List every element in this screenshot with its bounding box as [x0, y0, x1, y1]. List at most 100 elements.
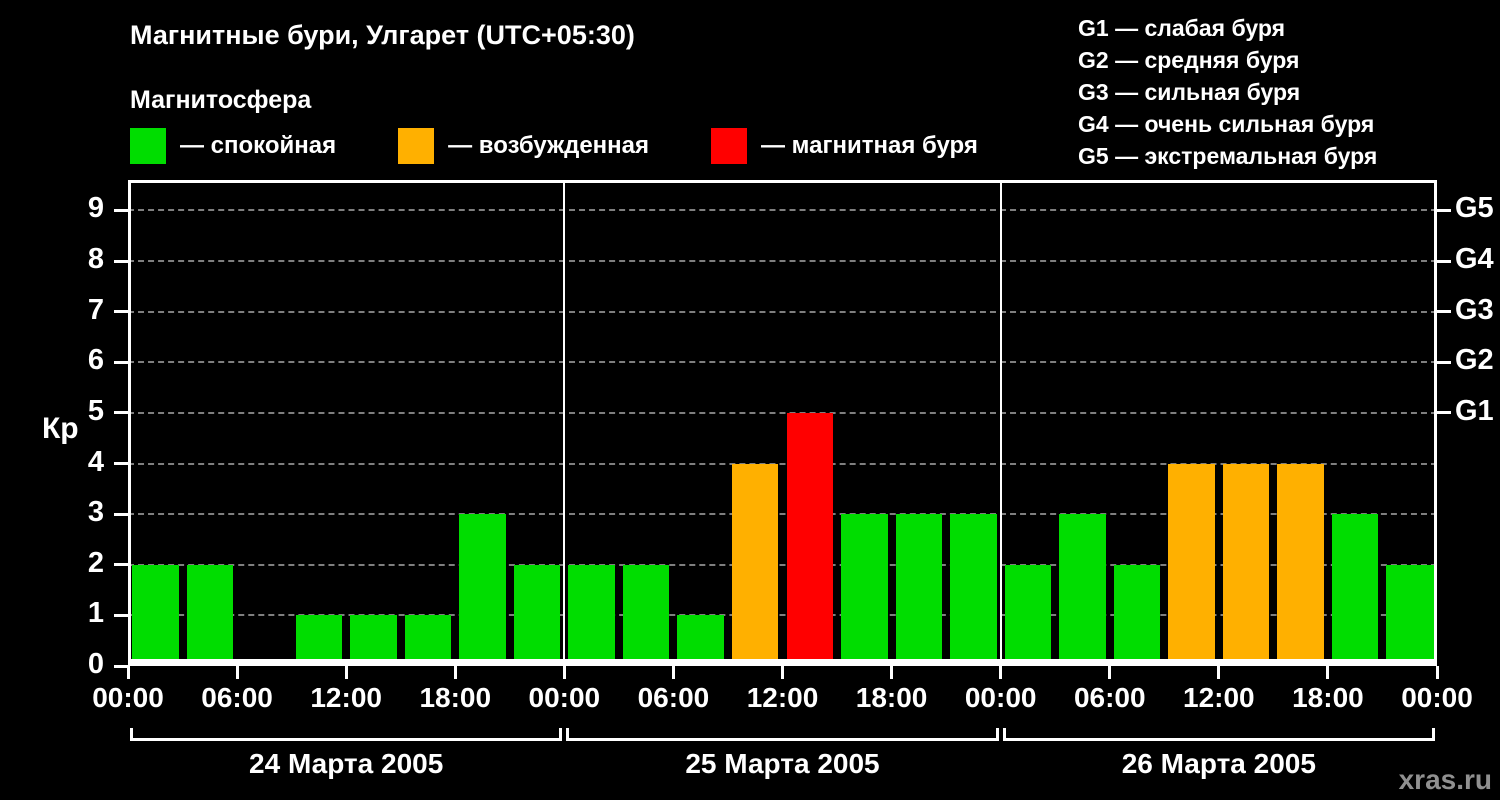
y-axis-tick-label: 6 — [87, 344, 104, 377]
storm-swatch-icon — [711, 128, 748, 164]
right-axis-label: G3 — [1455, 293, 1494, 326]
magnetosphere-label: Магнитосфера — [130, 86, 312, 114]
g-scale-legend: G1 — слабая буря G2 — средняя буря G3 — си… — [1078, 12, 1377, 172]
x-axis-tick-label: 00:00 — [528, 682, 601, 713]
kp-bar — [1331, 514, 1379, 666]
quiet-swatch-icon — [130, 128, 166, 164]
g-scale-line: G3 — сильная буря — [1078, 79, 1301, 105]
kp-bar — [513, 564, 561, 666]
kp-bar — [1277, 463, 1324, 666]
kp-bar — [404, 615, 452, 666]
kp-bar — [841, 514, 888, 666]
y-axis-tick — [114, 512, 128, 516]
g-scale-line: G4 — очень сильная буря — [1078, 111, 1375, 137]
g-scale-line: G2 — средняя буря — [1078, 47, 1300, 73]
kp-bar — [1004, 564, 1052, 666]
x-axis-tick — [890, 666, 894, 679]
kp-bar — [568, 564, 615, 666]
x-axis-tick-label: 18:00 — [419, 682, 492, 713]
x-axis-tick-label: 00:00 — [92, 682, 164, 713]
y-axis-tick — [114, 360, 128, 364]
kp-bar — [677, 615, 724, 666]
kp-bar — [350, 615, 397, 666]
legend-label: — магнитная буря — [761, 132, 978, 159]
y-axis-tick — [114, 613, 128, 617]
x-axis-tick — [235, 666, 239, 679]
y-axis-tick — [114, 310, 128, 314]
x-axis-tick-label: 00:00 — [964, 682, 1037, 713]
h-gridline — [128, 614, 1437, 617]
legend-label: — спокойная — [180, 132, 337, 159]
right-axis-tick — [1437, 259, 1451, 263]
x-axis-tick — [1108, 666, 1112, 679]
date-bracket — [1002, 728, 1435, 741]
right-axis-label: G5 — [1455, 192, 1494, 225]
y-axis-tick-label: 9 — [87, 192, 104, 225]
x-axis-tick-label: 06:00 — [637, 682, 710, 713]
y-axis-tick-label: 5 — [87, 394, 104, 427]
kp-bar — [132, 564, 179, 666]
kp-bar — [786, 412, 834, 666]
date-label: 25 Марта 2005 — [685, 748, 880, 779]
x-axis-tick — [781, 666, 784, 679]
h-gridline — [128, 411, 1437, 414]
kp-bar — [950, 514, 997, 666]
kp-bar — [186, 564, 234, 666]
y-axis-tick-label: 1 — [87, 597, 104, 630]
y-axis-tick-label: 7 — [87, 293, 104, 326]
y-axis-tick-label: 8 — [87, 243, 104, 275]
legend: — спокойная — возбужденная — магнитная бур… — [130, 128, 978, 164]
y-axis-tick-label: 2 — [87, 546, 104, 579]
x-axis-tick-label: 00:00 — [1401, 682, 1473, 713]
x-axis-tick-label: 12:00 — [310, 682, 382, 713]
right-axis-label: G1 — [1455, 394, 1494, 427]
excited-swatch-icon — [398, 128, 435, 164]
date-label: 24 Марта 2005 — [249, 748, 444, 779]
y-axis-tick — [114, 208, 128, 212]
kp-bar — [622, 564, 670, 666]
kp-bar — [1222, 463, 1270, 666]
x-axis-tick — [999, 666, 1003, 679]
y-axis-tick-label: 4 — [87, 445, 104, 478]
kp-bar — [1059, 514, 1106, 666]
date-label: 26 Марта 2005 — [1121, 748, 1316, 779]
page-title: Магнитные бури, Улгарет (UTC+05:30) — [130, 20, 635, 50]
h-gridline — [128, 462, 1437, 465]
h-gridline — [128, 209, 1437, 212]
day-boundary-line — [563, 180, 566, 666]
day-boundary-line — [999, 180, 1002, 666]
right-axis-tick — [1437, 310, 1451, 314]
x-axis-tick — [126, 666, 130, 679]
y-axis-tick-label: 0 — [87, 648, 104, 680]
x-axis-tick-label: 18:00 — [1292, 682, 1364, 713]
x-axis-tick-label: 06:00 — [1073, 682, 1146, 713]
legend-item: — возбужденная — [398, 128, 649, 164]
y-axis-tick-label: 3 — [87, 496, 104, 529]
y-axis-tick — [114, 563, 128, 567]
x-axis-tick-label: 06:00 — [201, 682, 273, 713]
kp-bar — [295, 615, 343, 666]
legend-item: — магнитная буря — [711, 128, 978, 164]
kp-bar — [731, 463, 779, 666]
kp-bar — [1113, 564, 1161, 666]
right-axis-tick — [1437, 411, 1451, 415]
x-axis-tick — [562, 666, 566, 679]
legend-label: — возбужденная — [448, 132, 650, 159]
x-axis-tick-label: 18:00 — [855, 682, 928, 713]
y-axis-tick — [114, 259, 128, 263]
right-axis-tick — [1437, 208, 1451, 212]
kp-bar — [459, 514, 506, 666]
kp-bar — [1168, 463, 1215, 666]
kp-bar-partial — [1410, 564, 1434, 666]
x-axis-tick-label: 12:00 — [746, 682, 819, 713]
right-axis-tick — [1437, 360, 1451, 364]
h-gridline — [128, 513, 1437, 516]
g-scale-line: G1 — слабая буря — [1078, 15, 1286, 41]
y-axis-tick — [114, 411, 128, 415]
date-bracket — [130, 728, 563, 741]
x-axis-tick-label: 12:00 — [1183, 682, 1255, 713]
x-axis-tick — [1326, 666, 1330, 679]
x-axis-tick — [344, 666, 348, 679]
date-bracket — [566, 728, 999, 741]
